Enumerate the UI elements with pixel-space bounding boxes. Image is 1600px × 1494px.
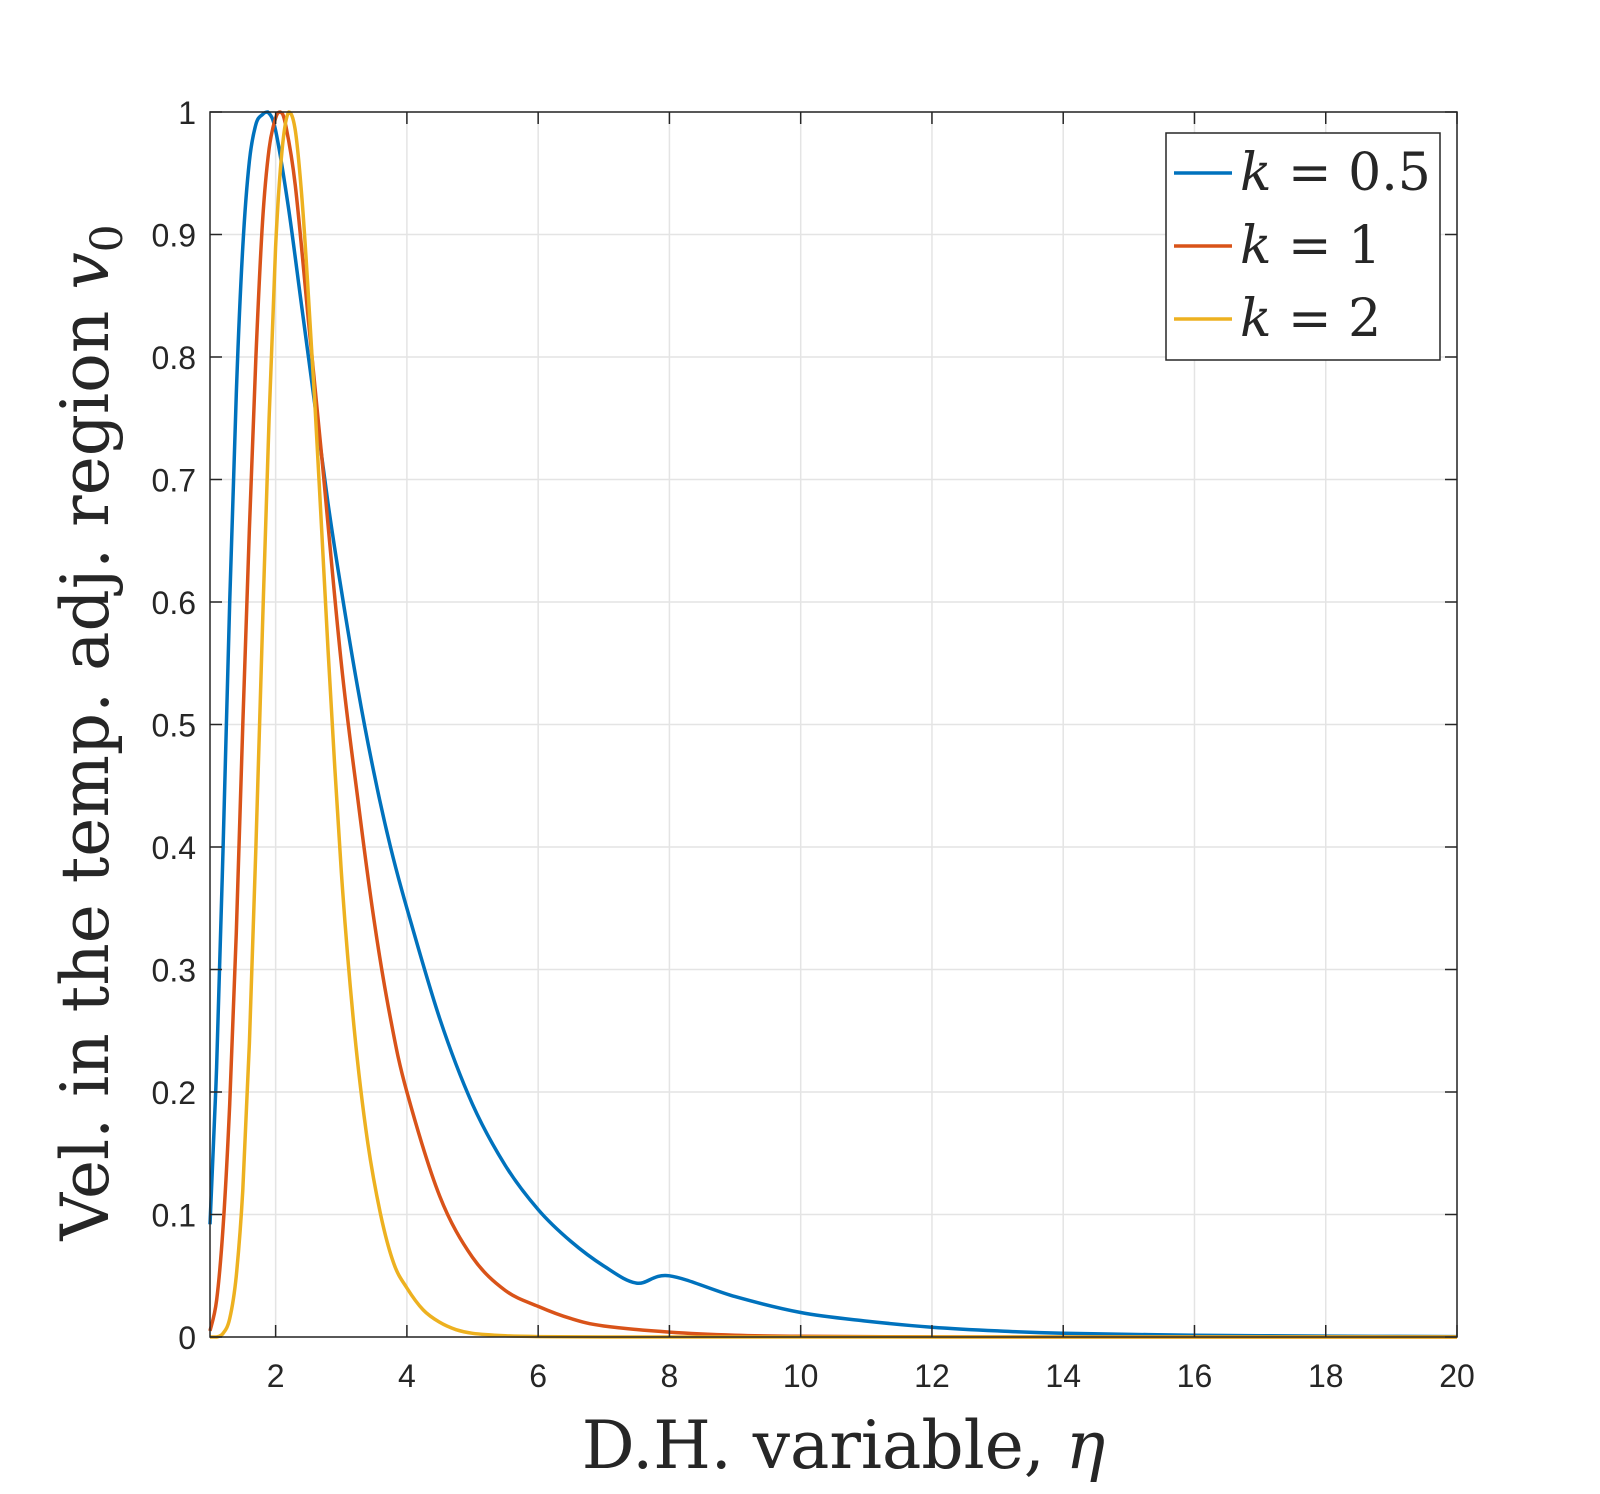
x-tick-label: 14 bbox=[1045, 1358, 1081, 1394]
y-tick-label: 0 bbox=[178, 1320, 196, 1356]
y-tick-label: 0.4 bbox=[152, 830, 196, 866]
y-axis-title: Vel. in the temp. adj. region v0 bbox=[47, 224, 133, 1241]
x-tick-label: 10 bbox=[783, 1358, 819, 1394]
x-tick-label: 18 bbox=[1308, 1358, 1344, 1394]
y-tick-label: 0.1 bbox=[152, 1198, 196, 1234]
x-tick-label: 6 bbox=[529, 1358, 547, 1394]
y-tick-label: 0.9 bbox=[152, 218, 196, 254]
y-tick-label: 0.6 bbox=[152, 585, 196, 621]
legend: k = 0.5 k = 1 k = 2 bbox=[1165, 132, 1441, 361]
legend-label: k = 0.5 bbox=[1240, 143, 1431, 203]
x-axis-title: D.H. variable, η bbox=[582, 1407, 1106, 1484]
x-tick-label: 4 bbox=[398, 1358, 416, 1394]
series-line bbox=[208, 110, 1458, 1339]
y-tick-label: 0.7 bbox=[152, 463, 196, 499]
y-tick-label: 0.3 bbox=[152, 953, 196, 989]
axis-ticks: 2 4 6 8 10 12 14 16 18 20 0 0.1 0.2 0.3 0.4 0.5 0.6 0.7 0.… bbox=[152, 95, 1475, 1394]
x-tick-label: 16 bbox=[1177, 1358, 1213, 1394]
legend-label: k = 2 bbox=[1240, 289, 1381, 349]
y-tick-label: 0.5 bbox=[152, 708, 196, 744]
x-tick-label: 2 bbox=[267, 1358, 285, 1394]
x-tick-label: 20 bbox=[1439, 1358, 1475, 1394]
x-tick-label: 12 bbox=[914, 1358, 950, 1394]
x-tick-label: 8 bbox=[661, 1358, 679, 1394]
legend-label: k = 1 bbox=[1240, 216, 1381, 276]
y-tick-label: 0.2 bbox=[152, 1075, 196, 1111]
y-tick-label: 1 bbox=[178, 95, 196, 131]
y-tick-label: 0.8 bbox=[152, 340, 196, 376]
